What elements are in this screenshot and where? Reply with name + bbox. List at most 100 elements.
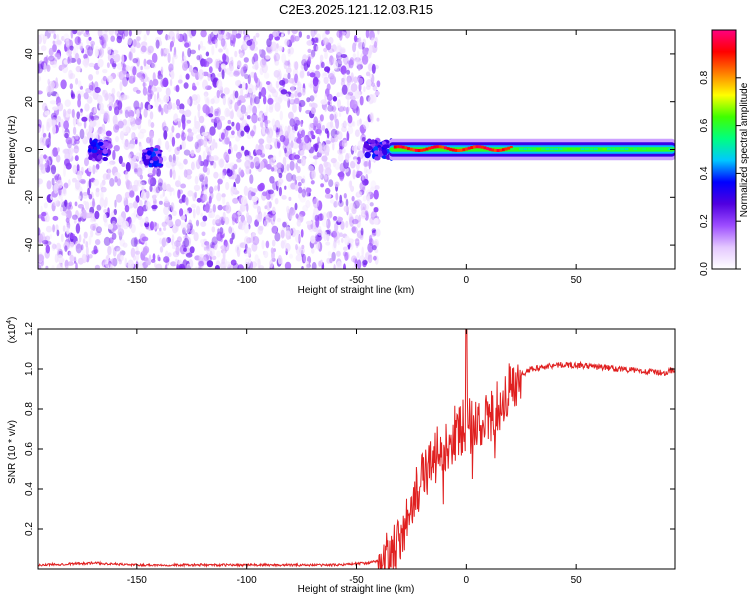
spectrogram-noise-cell [326,83,331,91]
spectrogram-noise-cell [301,135,308,146]
spectrogram-noise-cell [237,264,244,269]
spectrogram-noise-cell [230,186,238,193]
spectrogram-noise-cell [175,33,180,40]
spectrogram-noise-cell [41,211,47,217]
spectrogram-noise-cell [341,148,346,154]
spectrogram-noise-cell [339,232,343,237]
spectrogram-noise-cell [56,102,64,112]
spectrogram-noise-cell [148,254,152,263]
spectrogram-signal-peak [446,147,450,151]
spectrogram-noise-cell [218,171,225,180]
spectrogram-noise-cell [225,181,230,191]
spectrogram-noise-cell [213,161,217,169]
spectrogram-noise-cell [200,30,207,38]
x-tick-label: 0 [464,575,470,586]
spectrogram-noise-cell [56,179,63,189]
spectrogram-noise-cell [69,73,76,79]
spectrogram-noise-cell [206,241,210,250]
spectrogram-noise-cell [64,158,70,167]
spectrogram-noise-cell [57,254,63,263]
spectrogram-noise-cell [258,138,265,145]
spectrogram-noise-cell [146,136,151,144]
spectrogram-noise-cell [135,252,140,262]
spectrogram-noise-cell [209,247,215,257]
spectrogram-noise-cell [83,58,89,68]
spectrogram-noise-cell [39,142,45,151]
spectrogram-noise-cell [55,242,62,251]
spectrogram-noise-cell [273,52,281,62]
spectrogram-noise-cell [229,99,233,106]
spectrogram-noise-cell [225,204,232,214]
spectrogram-noise-cell [219,159,224,166]
spectrogram-noise-cell [179,208,184,217]
spectrogram-noise-cell [195,94,201,104]
spectrogram-noise-cell [78,217,82,222]
spectrogram-noise-cell [168,63,174,73]
spectrogram-noise-cell [272,212,276,222]
spectrogram-noise-cell [52,215,59,221]
spectrogram-noise-cell [211,45,215,56]
spectrogram-noise-cell [147,45,154,54]
spectrogram-noise-cell [45,244,50,254]
spectrogram-signal-peak [430,146,434,149]
spectrogram-noise-cell [339,105,345,113]
spectrogram-noise-cell [373,255,377,261]
spectrogram-noise-cell [157,178,164,187]
spectrogram-noise-cell [218,30,223,35]
spectrogram-noise-cell [250,161,255,169]
spectrogram-noise-cell [110,258,116,266]
spectrogram-noise-cell [38,178,43,185]
spectrogram-noise-cell [190,69,198,77]
spectrogram-noise-cell [184,133,188,138]
spectrogram-noise-cell [224,107,230,118]
chart-title: C2E3.2025.121.12.03.R15 [279,2,433,17]
spectrogram-noise-cell [312,76,319,87]
spectrogram-noise-cell [205,145,209,154]
spectrogram-signal-peak [646,148,651,151]
spectrogram-noise-cell [360,175,366,183]
spectrogram-signal-peak [449,147,453,151]
spectrogram-noise-cell [51,265,55,269]
spectrogram-signal-peak [532,148,537,151]
x-tick-label: -50 [349,575,364,586]
spectrogram-noise-cell [345,198,349,207]
spectrogram-noise-cell [183,55,187,61]
spectrogram-noise-cell [357,140,363,150]
spectrogram-noise-cell [152,253,156,261]
spectrogram-noise-cell [356,119,360,127]
spectrogram-cluster-cell [373,150,380,155]
spectrogram-noise-cell [198,173,203,179]
spectrogram-noise-cell [307,165,315,172]
spectrogram-noise-cell [339,30,343,41]
spectrogram-noise-cell [52,147,59,157]
spectrogram-noise-cell [150,122,155,128]
spectrogram-noise-cell [324,66,331,73]
spectrogram-noise-cell [102,262,106,269]
spectrogram-noise-cell [223,151,229,161]
spectrogram-noise-cell [187,30,191,37]
spectrogram-noise-cell [303,186,306,194]
spectrogram-noise-cell [309,95,315,102]
spectrogram-noise-cell [182,61,188,71]
spectrogram-noise-cell [287,48,291,54]
y-tick-label: 20 [24,96,35,108]
spectrogram-noise-cell [78,195,82,200]
spectrogram-noise-cell [48,47,54,56]
spectrogram-noise-cell [123,197,129,208]
spectrogram-noise-cell [329,257,333,264]
spectrogram-noise-cell [296,137,302,144]
spectrogram-noise-cell [191,94,198,101]
spectrogram-noise-cell [67,209,72,219]
spectrogram-noise-cell [117,228,125,237]
spectrogram-noise-cell [332,242,337,251]
spectrogram-noise-cell [339,162,346,173]
spectrogram-noise-cell [203,58,207,68]
spectrogram-noise-cell [187,190,194,197]
spectrogram-noise-cell [276,217,282,223]
spectrogram-noise-cell [125,180,133,190]
spectrogram-noise-cell [328,37,334,45]
spectrogram-noise-cell [266,201,271,211]
spectrogram-noise-cell [351,207,357,215]
spectrogram-noise-cell [255,77,261,88]
spectrogram-noise-cell [236,108,244,119]
